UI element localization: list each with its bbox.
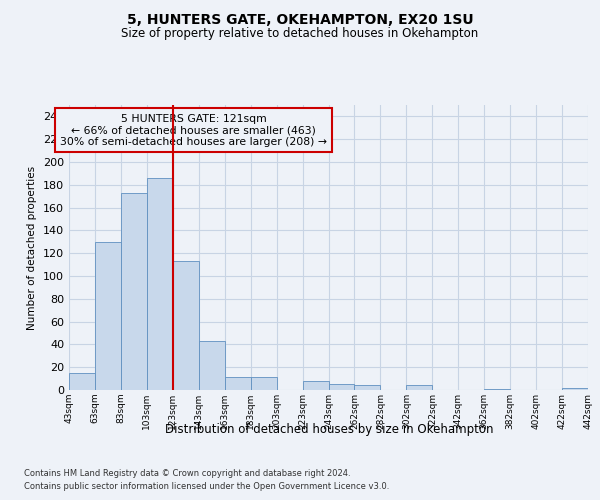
Bar — [355, 386, 380, 390]
Bar — [406, 386, 432, 390]
Bar — [147, 178, 173, 390]
Bar — [562, 388, 588, 390]
Text: Distribution of detached houses by size in Okehampton: Distribution of detached houses by size … — [164, 422, 493, 436]
Bar — [173, 261, 199, 390]
Text: Contains HM Land Registry data © Crown copyright and database right 2024.: Contains HM Land Registry data © Crown c… — [24, 468, 350, 477]
Text: 5, HUNTERS GATE, OKEHAMPTON, EX20 1SU: 5, HUNTERS GATE, OKEHAMPTON, EX20 1SU — [127, 12, 473, 26]
Bar — [69, 373, 95, 390]
Bar — [251, 378, 277, 390]
Y-axis label: Number of detached properties: Number of detached properties — [28, 166, 37, 330]
Bar — [121, 193, 147, 390]
Bar — [329, 384, 355, 390]
Bar — [199, 341, 224, 390]
Text: Contains public sector information licensed under the Open Government Licence v3: Contains public sector information licen… — [24, 482, 389, 491]
Text: Size of property relative to detached houses in Okehampton: Size of property relative to detached ho… — [121, 28, 479, 40]
Bar — [302, 381, 329, 390]
Text: 5 HUNTERS GATE: 121sqm
← 66% of detached houses are smaller (463)
30% of semi-de: 5 HUNTERS GATE: 121sqm ← 66% of detached… — [60, 114, 327, 147]
Bar — [95, 242, 121, 390]
Bar — [225, 378, 251, 390]
Bar — [484, 389, 510, 390]
